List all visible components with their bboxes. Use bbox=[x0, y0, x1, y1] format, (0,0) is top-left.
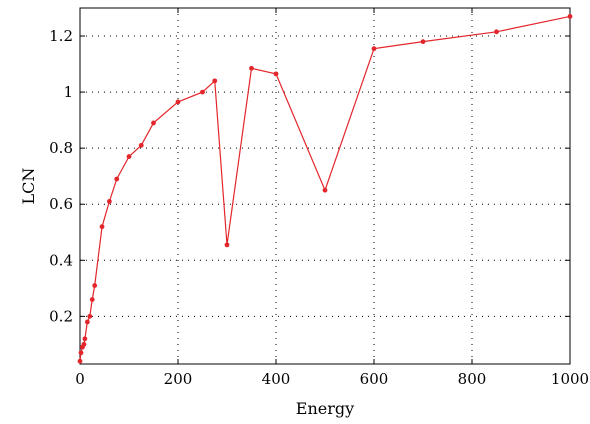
data-point bbox=[138, 142, 144, 148]
data-point bbox=[82, 336, 88, 342]
data-point bbox=[175, 99, 181, 105]
x-tick-label: 200 bbox=[164, 370, 193, 388]
y-tick-labels: 0.2 0.4 0.6 0.8 1 1.2 bbox=[49, 27, 73, 325]
data-point bbox=[81, 341, 87, 347]
data-point bbox=[200, 89, 205, 95]
x-axis-label: Energy bbox=[296, 399, 354, 418]
y-tick-label: 1.2 bbox=[49, 27, 73, 45]
plot-area-frame bbox=[79, 7, 571, 365]
x-tick-label: 400 bbox=[262, 370, 291, 388]
data-point bbox=[151, 120, 156, 126]
data-point bbox=[273, 71, 279, 77]
data-point bbox=[99, 224, 105, 230]
data-point bbox=[371, 46, 377, 52]
x-tick-label: 800 bbox=[458, 370, 487, 388]
data-point bbox=[420, 39, 426, 45]
data-point bbox=[126, 154, 132, 159]
data-point bbox=[92, 283, 98, 288]
y-tick-label: 0.2 bbox=[49, 307, 73, 325]
x-tick-label: 600 bbox=[360, 370, 389, 388]
y-axis-label: LCN bbox=[19, 168, 38, 205]
data-point bbox=[212, 78, 218, 84]
x-tick-label: 0 bbox=[75, 370, 85, 388]
series-line bbox=[79, 15, 571, 362]
y-tick-label: 0.8 bbox=[49, 139, 73, 157]
data-point bbox=[77, 358, 83, 364]
y-tick-label: 0.6 bbox=[49, 195, 73, 213]
data-point bbox=[114, 176, 120, 182]
data-point bbox=[567, 14, 573, 19]
data-point bbox=[107, 199, 112, 204]
grid-lines bbox=[80, 8, 570, 364]
data-point bbox=[322, 187, 328, 193]
data-point bbox=[494, 29, 499, 35]
data-point bbox=[224, 242, 230, 248]
x-tick-labels: 0 200 400 600 800 1000 bbox=[75, 370, 589, 388]
data-point bbox=[87, 313, 93, 319]
data-point bbox=[78, 350, 84, 356]
y-tick-label: 1 bbox=[63, 83, 73, 101]
x-tick-label: 1000 bbox=[551, 370, 589, 388]
data-point bbox=[89, 297, 95, 302]
data-point bbox=[84, 319, 90, 325]
y-tick-label: 0.4 bbox=[49, 251, 73, 269]
series-layer bbox=[77, 14, 573, 364]
data-point bbox=[249, 65, 254, 71]
axis-ticks bbox=[79, 8, 571, 364]
